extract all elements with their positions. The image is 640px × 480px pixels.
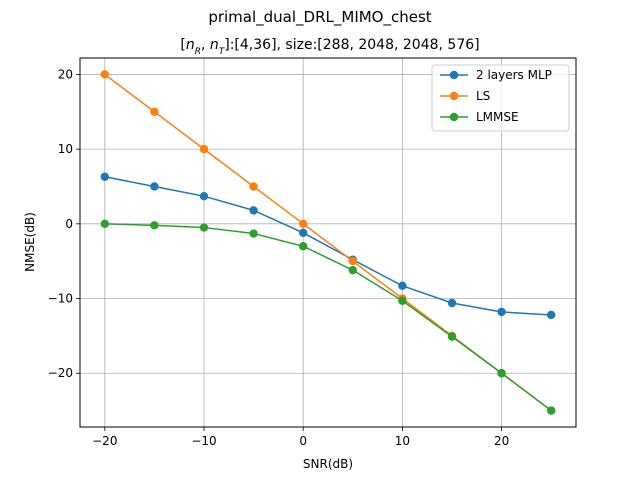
data-point-2-layers-mlp xyxy=(547,310,556,320)
data-point-2-layers-mlp xyxy=(199,191,209,201)
legend-marker-2-layers-mlp xyxy=(449,70,459,80)
axes-frame xyxy=(79,57,577,428)
x-axis-label: SNR(dB) xyxy=(303,457,353,471)
chart-subtitle: [nR, nT]:[4,36], size:[288, 2048, 2048, … xyxy=(180,37,479,57)
data-point-lmmse xyxy=(398,296,407,305)
x-tick-label: 10 xyxy=(395,434,410,448)
data-point-ls xyxy=(348,256,357,266)
x-tick-label: −20 xyxy=(92,434,117,448)
plot-series xyxy=(100,70,556,415)
y-axis-label: NMSE(dB) xyxy=(23,212,37,272)
legend-marker-lmmse xyxy=(449,112,459,122)
data-point-ls xyxy=(150,107,159,116)
data-point-ls xyxy=(100,70,110,79)
data-point-lmmse xyxy=(150,221,159,230)
data-point-lmmse xyxy=(100,219,110,229)
y-tick-label: −20 xyxy=(48,366,73,380)
data-point-2-layers-mlp xyxy=(299,228,308,237)
data-point-ls xyxy=(249,182,258,191)
data-point-2-layers-mlp xyxy=(497,307,506,317)
data-point-2-layers-mlp xyxy=(398,281,407,291)
data-point-2-layers-mlp xyxy=(100,172,110,181)
data-point-2-layers-mlp xyxy=(447,298,457,308)
series-line-2-layers-mlp xyxy=(104,176,552,316)
legend-label-lmmse: LMMSE xyxy=(476,110,519,124)
legend: 2 layers MLP LS LMMSE xyxy=(431,64,570,132)
data-point-ls xyxy=(199,144,209,154)
data-point-2-layers-mlp xyxy=(249,206,258,215)
legend-frame xyxy=(431,64,570,132)
x-tick-label: −10 xyxy=(191,434,216,448)
data-point-lmmse xyxy=(547,406,556,415)
data-point-lmmse xyxy=(497,369,506,378)
legend-label-ls: LS xyxy=(476,89,490,103)
x-tick-label: 20 xyxy=(494,434,509,448)
data-point-lmmse xyxy=(348,265,357,275)
data-point-2-layers-mlp xyxy=(150,182,159,191)
y-tick-label: 10 xyxy=(58,142,73,156)
axis-ticks: −20 −10 0 10 20 −20 −10 0 10 20 xyxy=(48,67,510,448)
legend-label-2-layers-mlp: 2 layers MLP xyxy=(476,68,552,82)
series-line-lmmse xyxy=(104,223,552,412)
legend-marker-ls xyxy=(449,91,459,101)
data-point-lmmse xyxy=(447,332,457,341)
data-point-lmmse xyxy=(249,229,258,238)
data-point-lmmse xyxy=(199,223,209,232)
y-tick-label: 0 xyxy=(65,217,73,231)
data-point-ls xyxy=(299,219,308,229)
y-tick-label: 20 xyxy=(58,67,73,81)
data-point-lmmse xyxy=(299,242,308,251)
y-tick-label: −10 xyxy=(48,292,73,306)
x-tick-label: 0 xyxy=(299,434,307,448)
chart-title: primal_dual_DRL_MIMO_chest xyxy=(208,8,431,27)
